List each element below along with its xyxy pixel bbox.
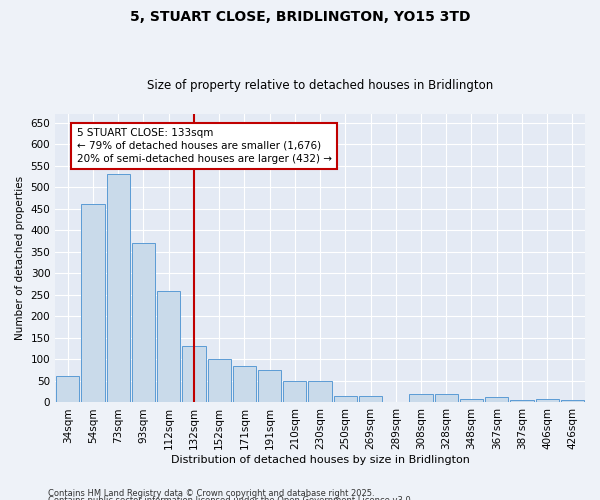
Bar	[56, 376, 79, 402]
Bar	[511, 400, 533, 402]
Bar	[485, 398, 508, 402]
Text: 5, STUART CLOSE, BRIDLINGTON, YO15 3TD: 5, STUART CLOSE, BRIDLINGTON, YO15 3TD	[130, 10, 470, 24]
Text: Contains HM Land Registry data © Crown copyright and database right 2025.: Contains HM Land Registry data © Crown c…	[48, 488, 374, 498]
Bar	[308, 381, 332, 402]
X-axis label: Distribution of detached houses by size in Bridlington: Distribution of detached houses by size …	[170, 455, 470, 465]
Bar	[283, 381, 307, 402]
Bar	[82, 204, 104, 402]
Bar	[233, 366, 256, 403]
Title: Size of property relative to detached houses in Bridlington: Size of property relative to detached ho…	[147, 79, 493, 92]
Bar	[334, 396, 357, 402]
Bar	[258, 370, 281, 402]
Bar	[536, 399, 559, 402]
Bar	[208, 360, 231, 403]
Bar	[107, 174, 130, 402]
Bar	[359, 396, 382, 402]
Bar	[157, 290, 181, 403]
Bar	[132, 243, 155, 402]
Text: 5 STUART CLOSE: 133sqm
← 79% of detached houses are smaller (1,676)
20% of semi-: 5 STUART CLOSE: 133sqm ← 79% of detached…	[77, 128, 332, 164]
Bar	[434, 394, 458, 402]
Bar	[409, 394, 433, 402]
Bar	[460, 399, 483, 402]
Y-axis label: Number of detached properties: Number of detached properties	[15, 176, 25, 340]
Bar	[561, 400, 584, 402]
Bar	[182, 346, 206, 403]
Text: Contains public sector information licensed under the Open Government Licence v3: Contains public sector information licen…	[48, 496, 413, 500]
